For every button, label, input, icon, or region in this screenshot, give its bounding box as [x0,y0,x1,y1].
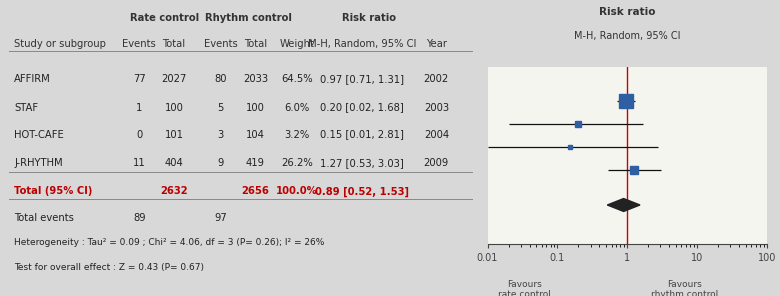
Text: J-RHYTHM: J-RHYTHM [14,158,62,168]
Text: 0.15 [0.01, 2.81]: 0.15 [0.01, 2.81] [320,130,404,139]
Text: HOT-CAFE: HOT-CAFE [14,130,64,139]
Text: Events: Events [122,38,156,49]
Text: 3: 3 [218,130,224,139]
Text: Total events: Total events [14,213,74,223]
Text: 26.2%: 26.2% [282,158,313,168]
Text: 2656: 2656 [241,186,269,196]
Text: 104: 104 [246,130,264,139]
Text: 0: 0 [136,130,143,139]
Text: 11: 11 [133,158,146,168]
Text: 2033: 2033 [243,74,268,84]
Text: Weight: Weight [280,38,314,49]
Text: Year: Year [426,38,447,49]
Text: Risk ratio: Risk ratio [599,7,655,17]
Text: 1: 1 [136,102,143,112]
Text: 0.97 [0.71, 1.31]: 0.97 [0.71, 1.31] [320,74,404,84]
Text: Favours
rhythm control: Favours rhythm control [651,280,718,296]
Text: Rate control: Rate control [130,13,200,23]
Text: 0.20 [0.02, 1.68]: 0.20 [0.02, 1.68] [321,102,404,112]
Text: M-H, Random, 95% CI: M-H, Random, 95% CI [308,38,417,49]
Text: 101: 101 [165,130,183,139]
Text: 2004: 2004 [424,130,449,139]
Text: M-H, Random, 95% CI: M-H, Random, 95% CI [574,31,680,41]
Text: 5: 5 [218,102,224,112]
Text: 80: 80 [215,74,227,84]
Text: 2027: 2027 [161,74,186,84]
Text: Events: Events [204,38,237,49]
Text: 1.27 [0.53, 3.03]: 1.27 [0.53, 3.03] [321,158,404,168]
Text: 6.0%: 6.0% [285,102,310,112]
Text: 89: 89 [133,213,146,223]
Text: 404: 404 [165,158,183,168]
Text: 2003: 2003 [424,102,449,112]
Text: AFFIRM: AFFIRM [14,74,51,84]
Text: Test for overall effect : Z = 0.43 (P= 0.67): Test for overall effect : Z = 0.43 (P= 0… [14,263,204,272]
Text: Total: Total [244,38,267,49]
Text: 9: 9 [218,158,224,168]
Text: Total: Total [162,38,186,49]
Text: 64.5%: 64.5% [282,74,313,84]
Text: 77: 77 [133,74,146,84]
Text: 2632: 2632 [161,186,188,196]
Text: 3.2%: 3.2% [285,130,310,139]
Text: Study or subgroup: Study or subgroup [14,38,106,49]
Text: Heterogeneity : Tau² = 0.09 ; Chi² = 4.06, df = 3 (P= 0.26); I² = 26%: Heterogeneity : Tau² = 0.09 ; Chi² = 4.0… [14,237,324,247]
Text: 0.89 [0.52, 1.53]: 0.89 [0.52, 1.53] [315,186,409,197]
Text: Favours
rate control: Favours rate control [498,280,551,296]
Text: Rhythm control: Rhythm control [205,13,292,23]
Text: STAF: STAF [14,102,38,112]
Text: 100: 100 [246,102,264,112]
Text: 100: 100 [165,102,183,112]
Text: 419: 419 [246,158,265,168]
Text: 2002: 2002 [424,74,449,84]
Text: 97: 97 [215,213,227,223]
Text: Risk ratio: Risk ratio [342,13,396,23]
Polygon shape [608,199,640,211]
Text: Total (95% CI): Total (95% CI) [14,186,92,196]
Text: 100.0%: 100.0% [276,186,318,196]
Text: 2009: 2009 [424,158,449,168]
